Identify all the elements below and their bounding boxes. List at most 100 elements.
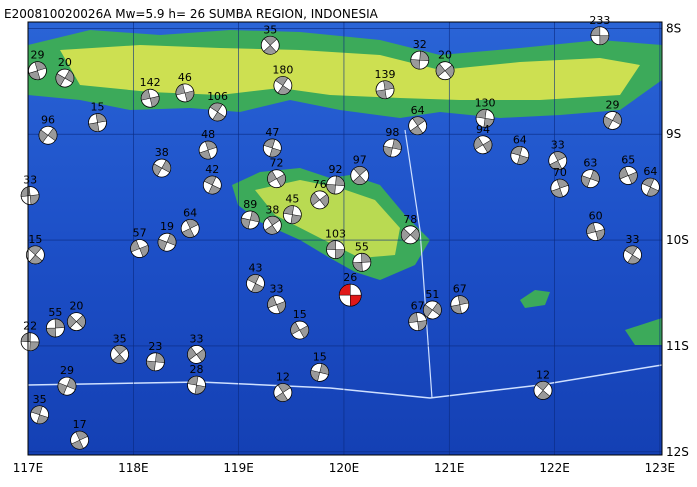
depth-label: 29 xyxy=(30,49,44,62)
compression xyxy=(326,240,345,259)
depth-label: 46 xyxy=(178,71,192,84)
depth-label: 33 xyxy=(23,174,37,187)
compression xyxy=(38,127,58,143)
focal-mechanism xyxy=(140,88,160,108)
focal-mechanism xyxy=(510,145,530,165)
focal-mechanism xyxy=(70,430,90,450)
compression xyxy=(264,216,281,235)
depth-label: 22 xyxy=(23,320,37,333)
depth-label: 35 xyxy=(33,393,47,406)
depth-label: 103 xyxy=(325,228,346,241)
lat-label: 12S xyxy=(666,445,689,459)
compression xyxy=(401,227,420,242)
compression xyxy=(339,283,362,307)
focal-mechanism xyxy=(352,252,372,272)
compression xyxy=(112,345,127,364)
focal-mechanism xyxy=(240,210,260,230)
depth-label: 33 xyxy=(551,139,565,152)
compression xyxy=(157,233,177,251)
depth-label: 15 xyxy=(28,233,42,246)
compression xyxy=(67,314,86,329)
depth-label: 15 xyxy=(293,308,307,321)
compression xyxy=(450,295,469,314)
focal-mechanism xyxy=(473,135,493,155)
compression xyxy=(181,219,199,238)
lat-label: 9S xyxy=(666,127,681,141)
depth-label: 38 xyxy=(265,203,279,216)
compression xyxy=(535,381,551,400)
compression xyxy=(383,138,402,158)
compression xyxy=(423,302,442,318)
depth-label: 38 xyxy=(155,146,169,159)
lon-label: 121E xyxy=(434,461,465,475)
focal-mechanism xyxy=(267,295,286,315)
compression xyxy=(209,102,226,122)
lon-label: 118E xyxy=(118,461,149,475)
depth-label: 65 xyxy=(621,154,635,167)
compression xyxy=(310,363,329,382)
compression xyxy=(603,112,622,129)
focal-mechanism xyxy=(110,345,130,364)
compression xyxy=(20,186,40,205)
compression xyxy=(274,383,291,402)
focal-mechanism xyxy=(20,332,40,352)
compression xyxy=(549,151,567,170)
focal-mechanism xyxy=(618,166,638,185)
highland xyxy=(60,45,640,100)
depth-label: 64 xyxy=(411,104,425,117)
focal-mechanism xyxy=(623,245,642,265)
compression xyxy=(326,175,345,195)
focal-mechanism xyxy=(273,76,293,95)
focal-mechanism xyxy=(267,169,286,189)
depth-label: 51 xyxy=(425,288,439,301)
focal-mechanism xyxy=(38,125,58,145)
compression xyxy=(624,245,641,265)
compression xyxy=(641,177,659,197)
depth-label: 63 xyxy=(583,157,597,170)
focal-mechanism xyxy=(475,108,495,128)
island xyxy=(520,290,550,308)
depth-label: 96 xyxy=(41,113,55,126)
compression xyxy=(152,159,171,177)
focal-mechanism xyxy=(208,102,227,122)
depth-label: 72 xyxy=(270,157,284,170)
depth-label: 67 xyxy=(453,283,467,296)
focal-mechanism xyxy=(67,312,86,332)
compression xyxy=(290,321,309,339)
focal-mechanism xyxy=(410,50,430,70)
depth-label: 29 xyxy=(60,364,74,377)
timor xyxy=(625,318,662,345)
depth-label: 70 xyxy=(553,166,567,179)
compression xyxy=(20,332,40,351)
compression xyxy=(55,69,75,87)
lon-label: 119E xyxy=(223,461,254,475)
focal-mechanism xyxy=(180,219,200,238)
depth-label: 94 xyxy=(476,123,490,136)
focal-mechanism xyxy=(157,232,177,252)
compression xyxy=(475,109,495,128)
depth-label: 43 xyxy=(248,261,262,274)
focal-mechanism xyxy=(641,177,660,197)
compression xyxy=(146,352,165,372)
depth-label: 64 xyxy=(183,206,197,219)
depth-label: 48 xyxy=(201,128,215,141)
focal-mechanism xyxy=(130,239,150,258)
focal-mechanism xyxy=(590,26,610,46)
compression xyxy=(175,83,195,102)
compression xyxy=(310,192,329,208)
depth-label: 55 xyxy=(355,240,369,253)
depth-label: 76 xyxy=(313,178,327,191)
focal-mechanism xyxy=(550,178,570,198)
focal-mechanism xyxy=(350,166,370,185)
depth-label: 60 xyxy=(589,210,603,223)
compression xyxy=(46,318,65,338)
compression xyxy=(275,76,291,95)
focal-mechanism xyxy=(262,215,282,235)
depth-label: 64 xyxy=(513,133,527,146)
focal-mechanism xyxy=(548,151,568,171)
depth-label: 28 xyxy=(190,363,204,376)
lon-label: 123E xyxy=(645,461,676,475)
compression xyxy=(283,205,302,224)
lat-label: 11S xyxy=(666,339,689,353)
